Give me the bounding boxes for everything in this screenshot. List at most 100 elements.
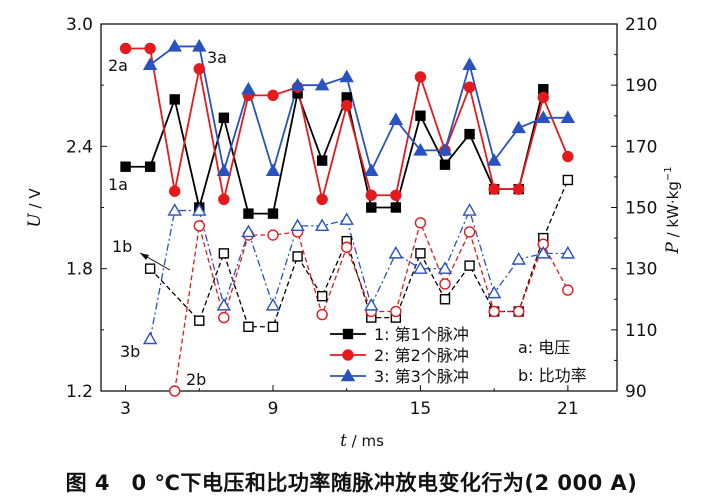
data-point-p-pulse-3	[413, 261, 428, 274]
legend-label-u-pulse-2: 2: 第2个脉冲	[374, 346, 469, 365]
data-point-u-pulse-3	[216, 163, 232, 177]
series-line-u-pulse-3	[149, 45, 568, 174]
data-point-u-pulse-1	[439, 159, 451, 170]
left-axis-unit: / V	[26, 188, 44, 214]
data-point-p-pulse-1	[194, 315, 205, 326]
left-tick-label: 2.4	[66, 137, 93, 157]
data-point-u-pulse-2	[390, 189, 402, 201]
series-line-p-pulse-1	[149, 179, 569, 328]
data-point-p-pulse-3	[167, 203, 182, 216]
marker-layer	[119, 39, 576, 397]
data-point-u-pulse-2	[562, 150, 574, 163]
data-point-p-pulse-3	[241, 224, 256, 238]
left-tick-label: 1.2	[66, 382, 93, 402]
data-point-u-pulse-2	[414, 71, 427, 83]
data-point-u-pulse-3	[142, 57, 158, 70]
data-point-p-pulse-1	[292, 251, 303, 262]
annotation-3b: 3b	[120, 342, 140, 361]
data-point-u-pulse-2	[144, 42, 156, 55]
data-point-u-pulse-3	[437, 143, 453, 156]
x-axis-unit: / ms	[347, 432, 384, 450]
data-point-p-pulse-3	[192, 203, 207, 216]
data-point-p-pulse-3	[486, 285, 502, 299]
data-point-u-pulse-3	[314, 77, 330, 91]
annotation-2b: 2b	[186, 370, 206, 389]
data-point-p-pulse-2	[562, 284, 574, 296]
legend-marker-u-pulse-1	[342, 328, 354, 340]
right-tick-label: 150	[625, 199, 657, 219]
data-point-p-pulse-2	[316, 308, 328, 321]
figure-caption: 图 4 0 ℃下电压和比功率随脉冲放电变化行为(2 000 A)	[65, 471, 638, 495]
data-point-u-pulse-2	[119, 42, 132, 55]
data-point-u-pulse-2	[341, 99, 353, 112]
data-point-u-pulse-1	[366, 202, 377, 213]
annotation-1b-arrow	[139, 252, 171, 271]
data-point-u-pulse-1	[464, 128, 475, 140]
data-point-p-pulse-3	[462, 203, 477, 216]
data-point-p-pulse-2	[488, 305, 500, 318]
left-axis-label: U / V	[25, 188, 45, 228]
data-point-u-pulse-3	[462, 57, 477, 70]
data-point-u-pulse-2	[169, 185, 181, 197]
data-point-u-pulse-1	[218, 112, 230, 123]
data-point-u-pulse-2	[463, 81, 476, 93]
legend-label-u-pulse-1: 1: 第1个脉冲	[374, 325, 469, 344]
data-point-p-pulse-3	[314, 218, 330, 232]
data-point-u-pulse-1	[267, 208, 279, 219]
data-point-p-pulse-3	[536, 245, 551, 259]
data-point-p-pulse-3	[437, 261, 453, 274]
left-tick-label: 3.0	[66, 15, 93, 35]
right-axis-unit: / kW·kg	[664, 181, 682, 242]
data-point-p-pulse-1	[144, 263, 156, 274]
data-point-p-pulse-2	[341, 241, 353, 253]
data-point-u-pulse-1	[390, 202, 402, 213]
x-tick-label: 9	[268, 399, 279, 419]
data-point-p-pulse-2	[463, 226, 476, 238]
note-voltage: a: 电压	[518, 338, 570, 357]
data-point-u-pulse-3	[413, 143, 428, 156]
x-tick-label: 15	[410, 399, 432, 419]
legend: 1: 第1个脉冲 2: 第2个脉冲 3: 第3个脉冲	[330, 325, 469, 386]
data-point-p-pulse-3	[142, 331, 158, 345]
data-point-u-pulse-3	[339, 69, 354, 83]
data-point-u-pulse-3	[290, 77, 305, 91]
right-tick-label: 190	[625, 76, 657, 96]
x-tick-label: 3	[120, 399, 131, 419]
data-point-p-pulse-2	[439, 278, 451, 290]
legend-marker-u-pulse-2	[342, 349, 354, 361]
note-specific-power: b: 比功率	[518, 366, 587, 385]
right-axis-ticks: 90 110 130 150 170 190 210	[611, 15, 657, 402]
left-axis-var: U	[25, 213, 45, 228]
annotation-1b: 1b	[112, 237, 132, 256]
data-point-u-pulse-1	[169, 94, 180, 105]
data-point-u-pulse-3	[511, 120, 526, 134]
data-point-p-pulse-3	[364, 297, 379, 311]
x-tick-label: 21	[557, 399, 579, 419]
x-axis-var: t	[340, 431, 347, 451]
series-line-p-pulse-3	[149, 208, 568, 340]
data-point-p-pulse-3	[265, 297, 281, 311]
right-tick-label: 170	[625, 137, 657, 157]
right-tick-label: 130	[625, 260, 657, 280]
data-point-u-pulse-3	[560, 110, 576, 123]
data-point-p-pulse-3	[216, 297, 232, 311]
right-tick-label: 210	[625, 15, 657, 35]
data-point-p-pulse-1	[439, 294, 451, 305]
data-point-u-pulse-2	[513, 183, 525, 195]
right-tick-label: 110	[625, 321, 657, 341]
data-point-u-pulse-2	[218, 193, 230, 206]
x-axis-label: t / ms	[340, 431, 384, 451]
data-point-p-pulse-2	[390, 305, 402, 318]
data-point-u-pulse-1	[415, 110, 426, 121]
right-axis-unit-exp: −1	[663, 166, 674, 181]
right-axis-var: P	[663, 242, 683, 255]
left-axis-ticks: 1.2 1.8 2.4 3.0	[66, 15, 107, 402]
annotation-2a: 2a	[108, 56, 128, 75]
series-line-p-pulse-2	[174, 220, 569, 392]
data-point-u-pulse-2	[316, 193, 328, 206]
x-axis-ticks: 3 9 15 21	[120, 385, 579, 419]
data-point-p-pulse-3	[339, 212, 354, 225]
data-point-p-pulse-2	[169, 385, 181, 397]
data-point-u-pulse-2	[488, 183, 500, 195]
data-point-u-pulse-1	[144, 161, 156, 172]
